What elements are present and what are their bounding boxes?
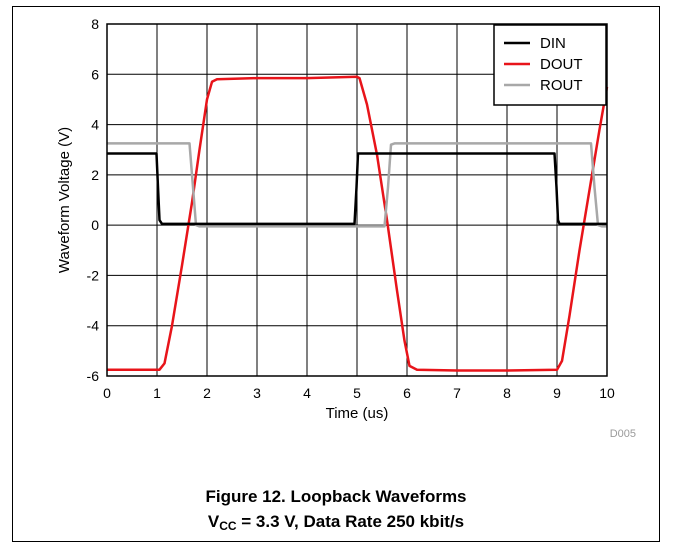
x-tick-label: 5 [353, 385, 361, 401]
figure-code: D005 [610, 428, 636, 440]
plot-area-border [106, 23, 608, 377]
figure-caption: Figure 12. Loopback Waveforms VCC = 3.3 … [12, 484, 660, 539]
legend-label-dout: DOUT [540, 56, 583, 73]
y-tick-label: -2 [87, 267, 100, 283]
y-tick-label: 6 [91, 66, 99, 82]
series-lines [107, 75, 609, 372]
caption-conditions-text: = 3.3 V, Data Rate 250 kbit/s [236, 512, 465, 531]
x-tick-label: 1 [153, 385, 161, 401]
legend-label-rout: ROUT [540, 77, 583, 94]
y-tick-label: 4 [91, 117, 99, 133]
y-tick-label: -6 [87, 368, 100, 384]
x-tick-label: 7 [453, 385, 461, 401]
x-tick-label: 8 [503, 385, 511, 401]
caption-title: Figure 12. Loopback Waveforms [205, 487, 467, 506]
x-tick-label: 4 [303, 385, 311, 401]
x-tick-label: 10 [599, 385, 615, 401]
figure-frame [12, 6, 660, 542]
x-tick-label: 9 [553, 385, 561, 401]
x-tick-label: 6 [403, 385, 411, 401]
x-axis-title: Time (us) [326, 405, 389, 422]
loopback-waveform-chart: 0 1 2 3 4 5 6 7 8 9 10 -6 -4 -2 0 2 4 6 8 Time (us) Wavef… [56, 16, 636, 440]
caption-conditions: VCC = 3.3 V, Data Rate 250 kbit/s [12, 509, 660, 539]
series-line-din [107, 152, 607, 226]
legend: DIN DOUT ROUT [493, 24, 607, 106]
y-tick-label: 2 [91, 167, 99, 183]
vcc-subscript: CC [219, 519, 237, 533]
y-tick-label: 0 [91, 217, 99, 233]
x-tick-label: 2 [203, 385, 211, 401]
series-line-dout [107, 75, 609, 372]
x-tick-label: 0 [103, 385, 111, 401]
vcc-symbol: V [207, 512, 220, 531]
legend-label-din: DIN [540, 35, 566, 52]
x-tick-labels: 0 1 2 3 4 5 6 7 8 9 10 [103, 385, 615, 401]
x-tick-label: 3 [253, 385, 261, 401]
y-tick-labels: -6 -4 -2 0 2 4 6 8 [87, 16, 100, 384]
y-tick-label: 8 [91, 16, 99, 32]
y-axis-title: Waveform Voltage (V) [56, 127, 73, 273]
series-line-rout [107, 142, 607, 228]
y-tick-label: -4 [87, 318, 100, 334]
